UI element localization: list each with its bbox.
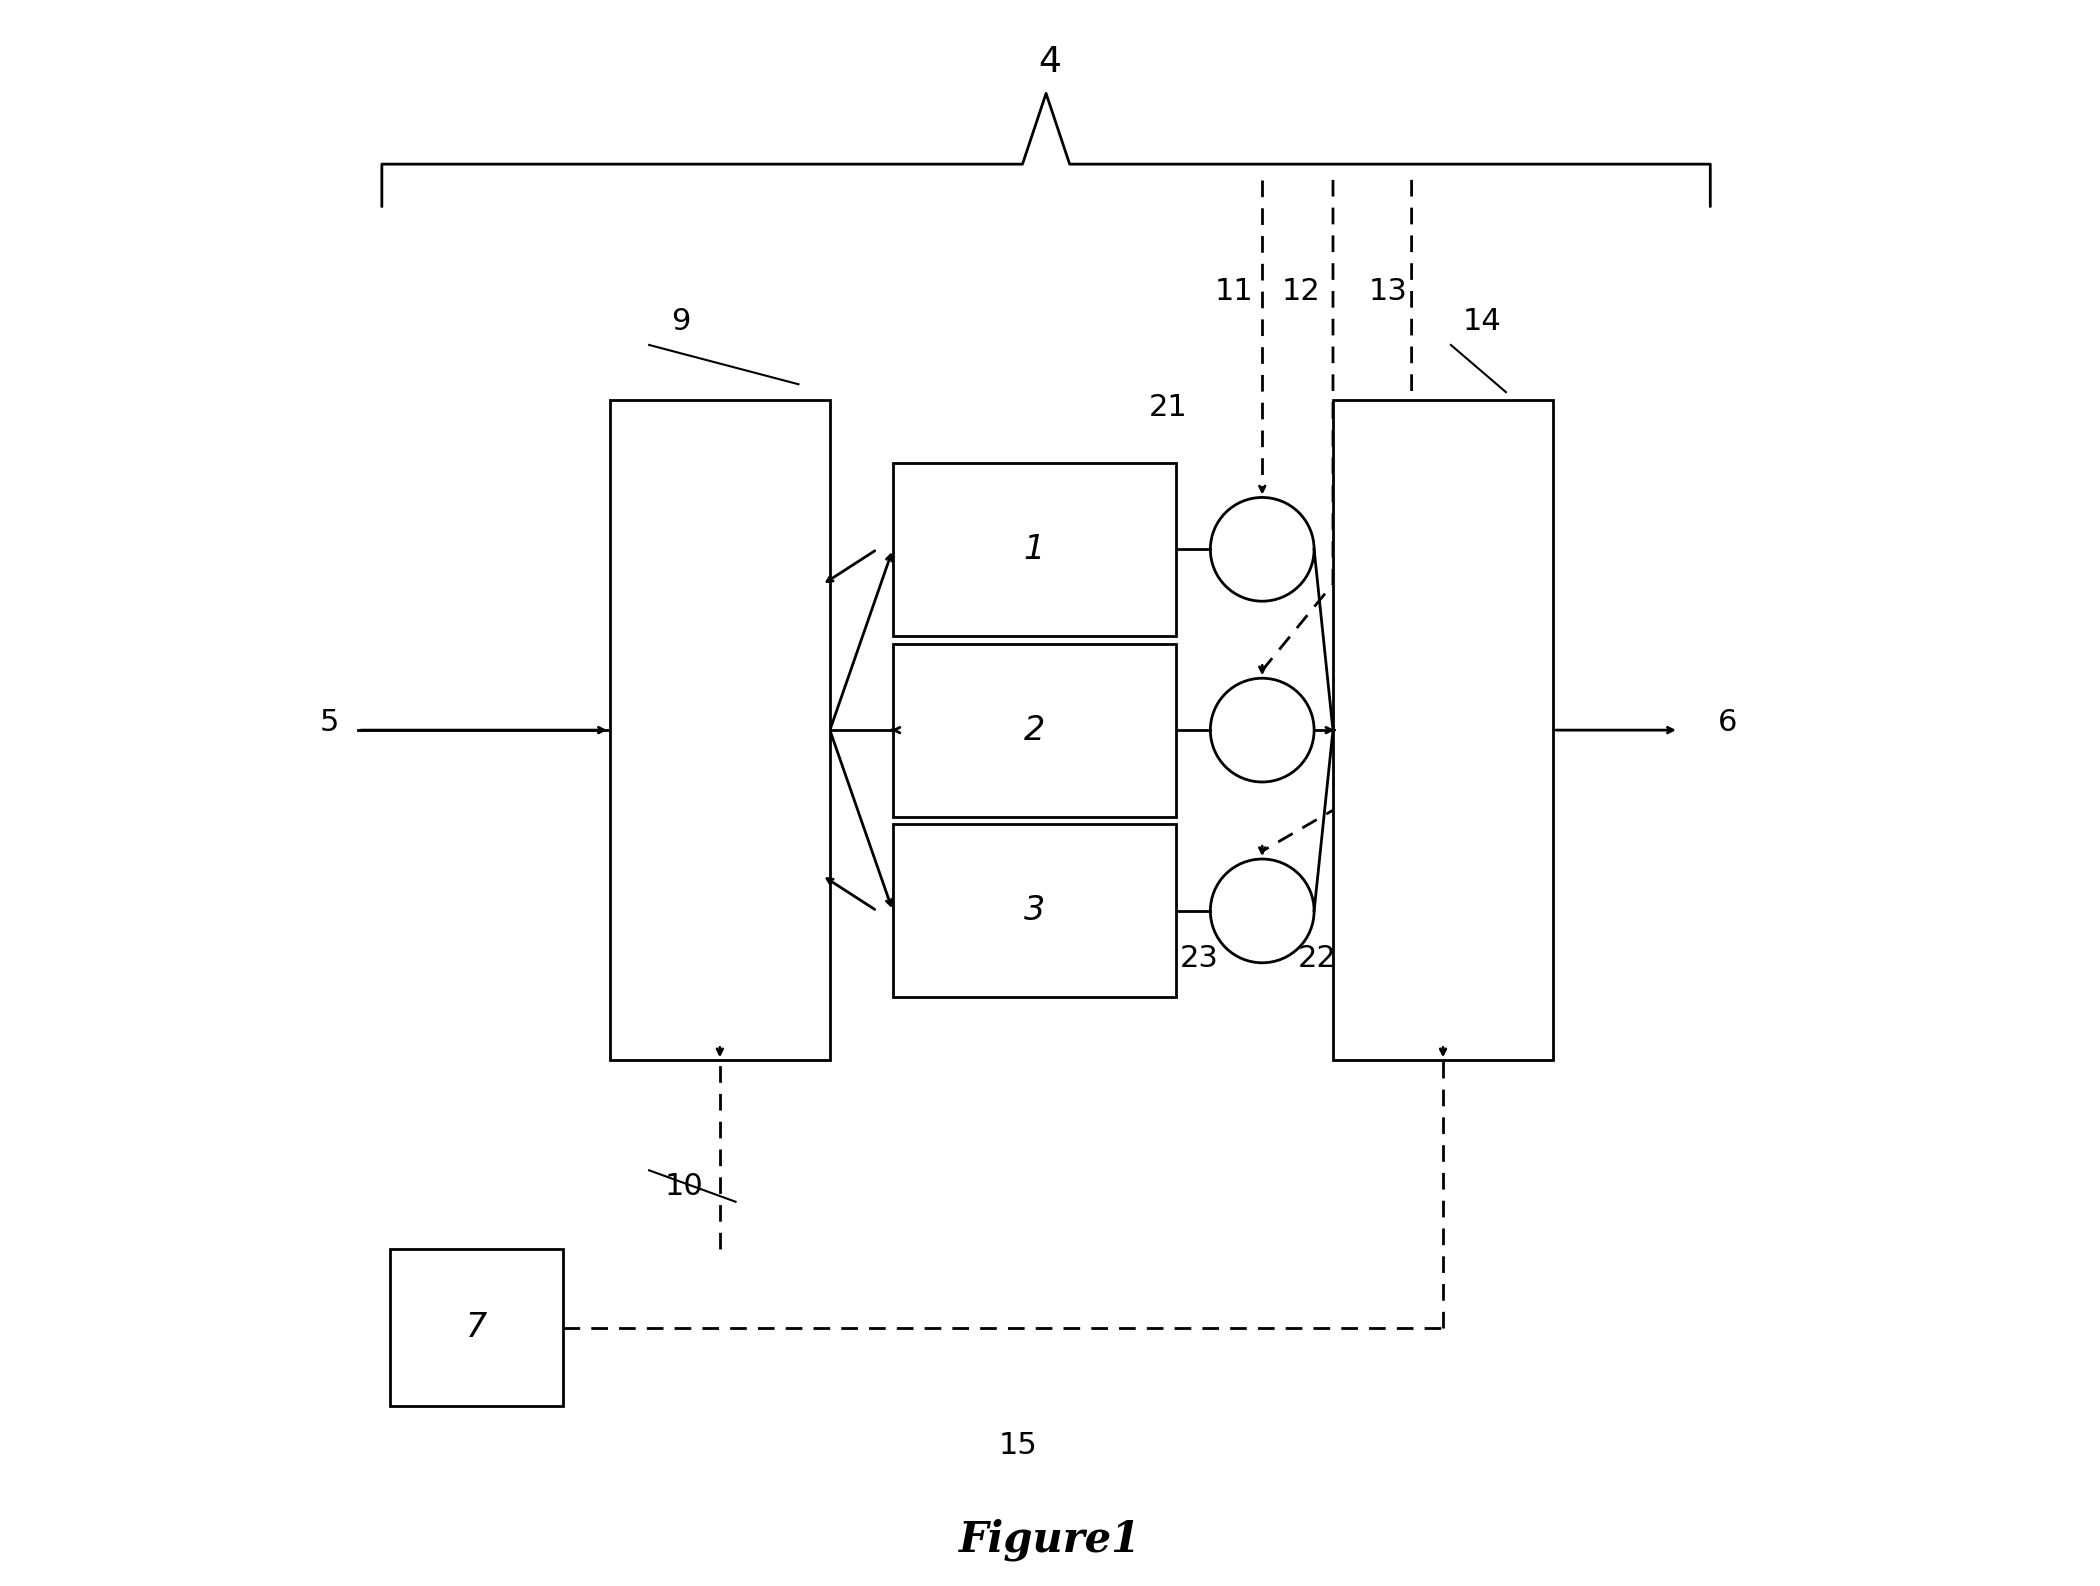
Text: 10: 10 [666,1172,704,1201]
Text: 2: 2 [1023,714,1046,747]
Bar [892,825,1176,998]
Text: 14: 14 [1464,306,1501,336]
Text: 22: 22 [1298,944,1336,972]
Text: 12: 12 [1283,276,1321,306]
Text: 15: 15 [1000,1431,1037,1461]
Bar [1334,400,1554,1061]
Text: Figure1: Figure1 [960,1518,1140,1561]
Text: 7: 7 [466,1312,487,1343]
Text: 1: 1 [1023,533,1046,566]
Bar [609,400,830,1061]
Bar [892,644,1176,817]
Text: 5: 5 [319,707,340,737]
Bar [892,463,1176,636]
Bar [391,1248,563,1407]
Text: 3: 3 [1023,895,1046,928]
Text: 21: 21 [1149,393,1186,422]
Text: 23: 23 [1180,944,1218,972]
Text: 6: 6 [1718,707,1737,737]
Text: 13: 13 [1369,276,1407,306]
Text: 11: 11 [1214,276,1254,306]
Text: 9: 9 [670,306,691,336]
Text: 4: 4 [1040,44,1060,79]
